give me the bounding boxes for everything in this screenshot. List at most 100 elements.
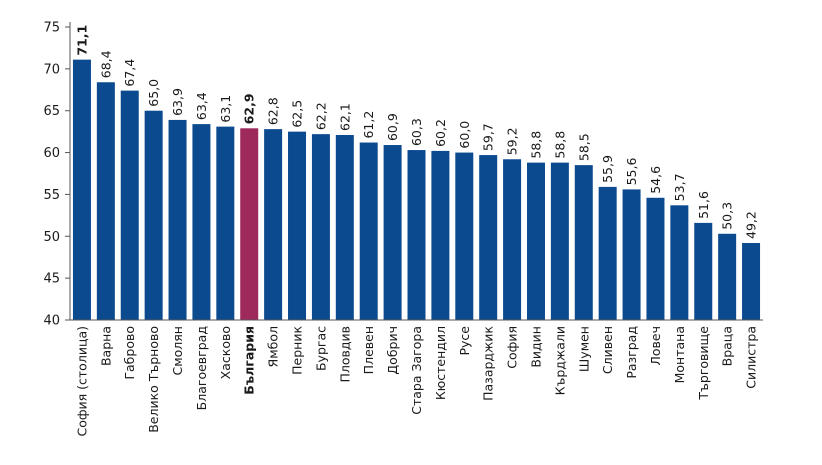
bar [550,162,569,320]
category-label: Силистра [744,326,759,389]
bar [120,90,139,320]
bar-value-label: 62,1 [337,103,352,131]
bar-value-label: 60,2 [433,119,448,147]
bar-value-label: 60,9 [385,113,400,141]
y-tick-label: 60 [43,146,60,161]
bar [264,129,283,320]
category-label: Габрово [122,326,137,380]
bar-value-label: 60,3 [409,118,424,146]
bar-value-label: 53,7 [672,173,687,201]
category-label: София (столица) [74,326,89,437]
category-label: Пазарджик [481,326,496,401]
category-label: София [505,326,520,369]
category-label: Хасково [218,326,233,379]
category-label: Смолян [170,326,185,376]
bar-value-label: 68,4 [98,50,113,78]
bar [694,222,713,320]
bar-value-label: 60,0 [457,121,472,149]
category-label: Перник [290,326,305,375]
category-label: Пловдив [337,326,352,383]
category-label: Сливен [600,326,615,374]
bar-value-label: 61,2 [361,111,376,139]
y-tick-label: 40 [43,314,60,329]
category-label: Благоевград [194,326,209,410]
category-label: Велико Търново [146,326,161,433]
bar-value-label: 59,7 [481,123,496,151]
value-labels: 71,1 68,4 67,4 65,0 63,9 63,4 63,1 62,9 62,8 62,5… [74,25,758,239]
category-label: България [242,326,257,395]
bar [96,82,115,320]
category-label: Кюстендил [433,326,448,400]
bar-value-label: 62,2 [313,102,328,130]
category-label: Добрич [385,326,400,375]
bar-value-label: 67,4 [122,59,137,87]
category-label: Търговище [696,326,711,401]
bar-value-label: 71,1 [74,25,89,56]
category-label: Шумен [576,326,591,372]
y-tick-label: 75 [43,21,60,36]
category-label: Кърджали [552,326,567,395]
bar [479,155,498,320]
bar [72,59,91,321]
category-label: Стара Загора [409,326,424,415]
bar [288,131,307,320]
bar [311,134,330,320]
bar [718,233,737,320]
y-tick-label: 55 [43,188,60,203]
category-label: Враца [720,326,735,366]
bar [598,186,617,320]
bar [670,205,689,320]
category-label: Разград [624,326,639,379]
bar [407,150,426,320]
bar-value-label: 63,1 [218,95,233,123]
bar-value-label: 51,6 [696,191,711,219]
bar [455,152,474,320]
bar [383,145,402,320]
category-label: Ямбол [266,326,281,367]
bar-value-label: 58,8 [552,131,567,159]
y-tick-label: 45 [43,272,60,287]
bar-highlight [240,128,259,320]
bar [359,142,378,320]
category-label: Монтана [672,326,687,383]
bar [526,162,545,320]
bar [335,134,354,320]
category-label: Ловеч [648,326,663,366]
bar [622,189,641,320]
bar-value-label: 63,9 [170,88,185,116]
bar-value-label: 62,9 [242,93,257,124]
bar-value-label: 55,6 [624,158,639,186]
bar-value-label: 63,4 [194,92,209,120]
category-label: Плевен [361,326,376,374]
bar-value-label: 62,5 [290,100,305,128]
bar [742,242,761,320]
bar-value-label: 58,5 [576,133,591,161]
bar-value-label: 62,8 [266,97,281,125]
bar-value-label: 55,9 [600,155,615,183]
bar [168,119,187,321]
category-label: Варна [98,326,113,366]
bar-value-label: 65,0 [146,79,161,107]
bar-value-label: 58,8 [528,131,543,159]
bar-value-label: 49,2 [744,211,759,239]
bar [646,197,665,320]
bar [144,110,163,320]
bar-value-label: 59,2 [505,127,520,155]
y-tick-label: 65 [43,104,60,119]
bar [431,150,450,320]
category-labels: София (столица) Варна Габрово Велико Търнов… [74,326,758,437]
bars [72,59,761,321]
bar-value-label: 54,6 [648,166,663,194]
bar [216,126,235,321]
bar-value-label: 50,3 [720,202,735,230]
category-label: Видин [528,326,543,368]
bar [192,124,211,320]
y-tick-label: 70 [43,62,60,77]
bar [503,159,522,320]
category-label: Бургас [313,326,328,371]
y-axis: 40 45 50 55 60 65 70 75 [43,21,71,329]
category-label: Русе [457,326,472,356]
y-tick-label: 50 [43,230,60,245]
bar [574,165,593,320]
